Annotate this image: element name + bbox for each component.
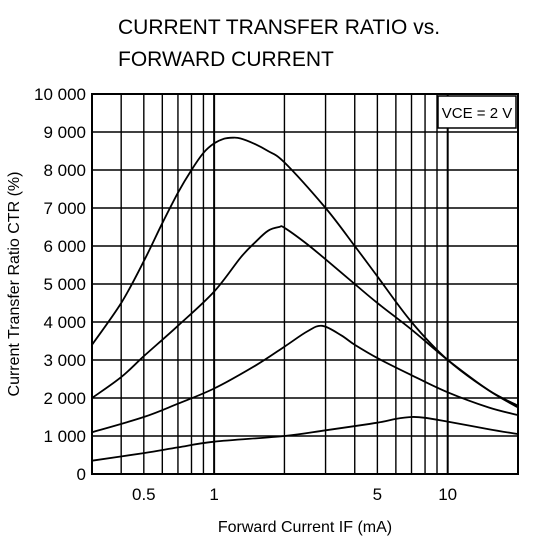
plot-frame <box>91 93 519 475</box>
chart-title-line-2: FORWARD CURRENT <box>118 48 334 71</box>
x-tick-label: 10 <box>438 485 457 504</box>
series-line-3 <box>91 324 519 434</box>
grid <box>91 93 519 475</box>
y-tick-label: 1 000 <box>43 427 86 446</box>
y-tick-labels: 0 1 000 2 000 3 000 4 000 5 000 6 000 7 000 8 00… <box>34 85 86 484</box>
x-tick-label: 1 <box>209 485 218 504</box>
series-line-1 <box>91 136 519 407</box>
y-tick-label: 3 000 <box>43 351 86 370</box>
x-axis-label: Forward Current IF (mA) <box>218 519 392 536</box>
series-group <box>91 136 519 462</box>
chart-title-line-1: CURRENT TRANSFER RATIO vs. <box>118 16 440 39</box>
vce-annotation: VCE = 2 V <box>442 105 512 122</box>
y-tick-label: 0 <box>77 465 86 484</box>
y-tick-label: 7 000 <box>43 199 86 218</box>
y-tick-label: 4 000 <box>43 313 86 332</box>
y-tick-label: 2 000 <box>43 389 86 408</box>
series-line-4 <box>91 416 519 462</box>
legend-box: VCE = 2 V <box>437 95 517 129</box>
series-line-2 <box>91 225 519 409</box>
y-tick-label: 5 000 <box>43 275 86 294</box>
x-tick-label: 5 <box>373 485 382 504</box>
y-tick-label: 10 000 <box>34 85 86 104</box>
x-tick-labels: 0.5 1 5 10 <box>132 485 457 504</box>
y-tick-label: 6 000 <box>43 237 86 256</box>
y-tick-label: 8 000 <box>43 161 86 180</box>
y-tick-label: 9 000 <box>43 123 86 142</box>
x-tick-label: 0.5 <box>132 485 156 504</box>
y-axis-label: Current Transfer Ratio CTR (%) <box>6 172 23 397</box>
